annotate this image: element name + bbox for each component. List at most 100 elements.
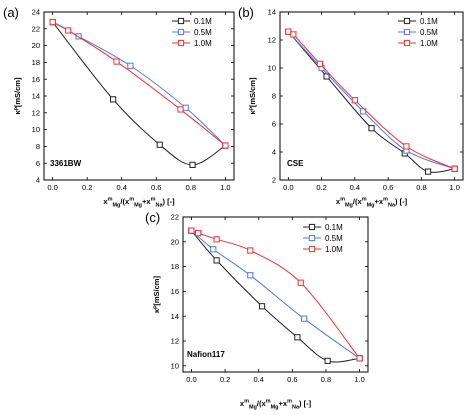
panel-c-data-point xyxy=(188,227,195,234)
panel-b-data-point xyxy=(290,31,297,38)
panel-c-data-point xyxy=(356,355,363,362)
panel-a-legend-marker xyxy=(177,17,185,25)
panel-a-y-tick-label: 6 xyxy=(36,159,40,168)
panel-c-y-tick-label: 14 xyxy=(171,312,179,321)
panel-c-legend-label: 1.0M xyxy=(325,245,343,254)
panel-c-data-point xyxy=(195,230,202,237)
panel-a-x-tick-label: 0.8 xyxy=(186,183,196,192)
panel-a-legend-marker xyxy=(177,39,185,47)
panel-b-data-point xyxy=(316,60,324,67)
panel-c-data-point xyxy=(294,334,301,341)
panel-a-sample-label: 3361BW xyxy=(50,159,82,168)
panel-c-x-tick-label: 1.0 xyxy=(354,375,364,384)
panel-b-series-line-0.5M xyxy=(287,31,455,170)
panel-c-data-point xyxy=(213,236,220,243)
panel-c-legend-marker xyxy=(308,245,316,253)
panel-c-y-tick-label: 22 xyxy=(171,213,179,222)
panel-a-data-point xyxy=(189,161,196,168)
panel-b-x-tick-label: 0.8 xyxy=(416,183,426,192)
panel-c-sample-label: Nafion117 xyxy=(187,350,225,359)
panel-a-legend: 0.1M 0.5M 1.0M xyxy=(172,17,212,48)
panel-b-legend-marker xyxy=(403,28,411,36)
panel-c-x-tick-label: 0.0 xyxy=(186,375,196,384)
panel-a-y-tick-label: 8 xyxy=(36,142,40,151)
panel-c-legend-marker xyxy=(308,234,316,242)
panel-c-data-point xyxy=(297,279,304,286)
panel-c-x-tick-label: 0.6 xyxy=(287,375,297,384)
panel-b-y-tick-label: 4 xyxy=(272,148,276,157)
panel-a-y-tick-label: 22 xyxy=(32,24,40,33)
panel-b-x-axis-title: xmMg/(xmMg+xmNa) [-] xyxy=(336,197,408,209)
panel-b-data-point xyxy=(351,97,358,104)
panel-a: (a) 0.0 0.2 0.4 0.6 0.8 1.0 4 6 8 10 12 14 16 18 20 22 24… xyxy=(3,5,235,209)
panel-b-y-tick-label: 8 xyxy=(272,92,276,101)
panel-c-data-point xyxy=(300,315,308,322)
panel-b-x-tick-label: 0.2 xyxy=(316,183,326,192)
panel-c-y-tick-label: 10 xyxy=(171,361,179,370)
panel-a-data-point xyxy=(49,18,56,26)
panel-b-series-line-0.1M xyxy=(287,31,455,173)
panel-a-legend-label: 1.0M xyxy=(194,39,212,48)
panel-b-x-tick-label: 0.4 xyxy=(350,183,360,192)
panel-b-legend-label: 0.1M xyxy=(420,17,438,26)
panel-a-y-tick-label: 24 xyxy=(32,8,40,17)
panel-b-y-tick-label: 14 xyxy=(268,8,276,17)
panel-c-data-point xyxy=(210,246,217,253)
panel-a-data-point xyxy=(109,96,117,103)
panel-a-x-tick-label: 0.6 xyxy=(151,183,161,192)
panel-a-data-point xyxy=(222,142,229,149)
panel-a-y-tick-label: 18 xyxy=(32,58,40,67)
panel-a-x-tick-label: 0.0 xyxy=(47,183,57,192)
panel-a-data-point xyxy=(127,62,134,69)
panel-b-legend-marker xyxy=(403,17,411,25)
panel-a-data-point xyxy=(113,58,120,65)
panel-b-y-tick-label: 6 xyxy=(272,120,276,129)
panel-a-y-tick-label: 10 xyxy=(32,125,40,134)
panel-a-data-point xyxy=(65,27,72,34)
panel-a-label: (a) xyxy=(3,5,19,20)
panel-b-x-tick-label: 0.0 xyxy=(283,183,293,192)
panel-b-x-tick-label: 1.0 xyxy=(449,183,459,192)
panel-b-sample-label: CSE xyxy=(287,159,304,168)
panel-b-y-tick-label: 12 xyxy=(268,36,276,45)
panel-a-plot-frame xyxy=(43,11,235,181)
panel-b-data-point xyxy=(403,143,410,150)
panel-b-plot-frame xyxy=(279,11,464,181)
panel-b-legend-marker xyxy=(403,39,411,47)
panel-c-legend-marker xyxy=(308,223,316,231)
panel-c-y-tick-label: 12 xyxy=(171,337,179,346)
panel-b-y-axis-title: κᴾ[mS/cm] xyxy=(248,77,257,114)
panel-a-x-tick-label: 0.2 xyxy=(82,183,92,192)
panel-c-data-point xyxy=(247,247,254,254)
panel-a-y-tick-label: 14 xyxy=(32,92,40,101)
panel-c-x-tick-label: 0.2 xyxy=(220,375,230,384)
panel-b-legend-label: 1.0M xyxy=(420,39,438,48)
panel-c: (c) 0.0 0.2 0.4 0.6 0.8 1.0 10 12 14 16 18 20 22 κᴾ[mS… xyxy=(145,210,369,411)
panel-c-data-point xyxy=(258,303,266,310)
panel-c-y-tick-label: 16 xyxy=(171,287,179,296)
panel-b-data-point xyxy=(285,28,292,35)
panel-b-data-point xyxy=(451,165,458,172)
panel-c-data-point xyxy=(247,272,254,279)
panel-b-legend: 0.1M 0.5M 1.0M xyxy=(398,17,438,48)
panel-b-label: (b) xyxy=(238,5,254,20)
panel-c-x-tick-label: 0.4 xyxy=(253,375,263,384)
panel-b-series-line-1.0M xyxy=(288,30,455,170)
panel-b-y-tick-label: 2 xyxy=(272,176,276,185)
panel-a-data-point xyxy=(156,141,163,148)
panel-b-data-point xyxy=(368,125,375,132)
panel-c-legend-label: 0.5M xyxy=(325,234,343,243)
panel-c-legend-label: 0.1M xyxy=(325,223,343,232)
panel-a-y-tick-label: 20 xyxy=(32,41,40,50)
panel-a-y-tick-label: 12 xyxy=(32,108,40,117)
panel-c-y-axis-title: κᴾ[mS/cm] xyxy=(152,276,161,313)
panel-a-data-point xyxy=(182,104,189,111)
panel-a-x-tick-label: 0.4 xyxy=(117,183,127,192)
panel-c-plot-frame xyxy=(182,216,369,373)
panel-a-x-tick-label: 1.0 xyxy=(220,183,230,192)
panel-a-x-axis-title: xmMg/(xmMg+xmNa) [-] xyxy=(103,197,175,209)
panel-a-data-point xyxy=(177,106,184,113)
panel-c-x-tick-label: 0.8 xyxy=(321,375,331,384)
panel-a-y-tick-label: 4 xyxy=(36,176,40,185)
